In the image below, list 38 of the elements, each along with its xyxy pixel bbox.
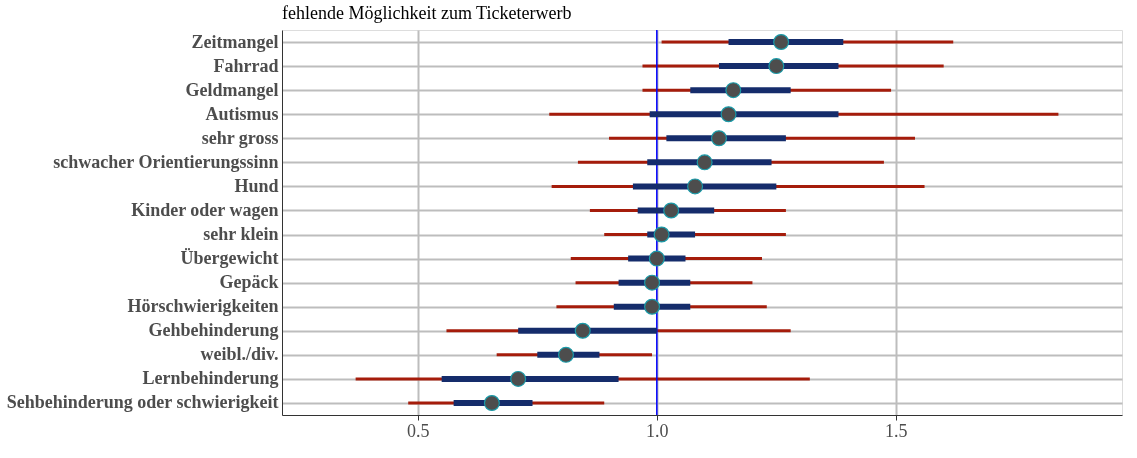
y-tick-label: Kinder oder wagen	[131, 199, 279, 220]
point	[648, 250, 665, 267]
x-tick-label: 1.0	[646, 420, 669, 441]
y-tick-label: Autismus	[205, 103, 279, 124]
y-tick-label: Hörschwierigkeiten	[127, 296, 279, 317]
point	[644, 274, 661, 291]
y-tick-label: Geldmangel	[185, 79, 279, 100]
x-tick-label: 0.5	[407, 420, 430, 441]
y-tick-label: Übergewicht	[180, 248, 279, 269]
point	[653, 226, 670, 243]
y-tick-label: Lernbehinderung	[142, 368, 279, 389]
y-tick-label: Gehbehinderung	[148, 320, 279, 341]
y-tick-label: sehr klein	[203, 224, 279, 245]
y-tick-label: Zeitmangel	[191, 31, 279, 52]
point	[696, 154, 713, 171]
y-tick-label: Hund	[234, 175, 279, 196]
point	[725, 82, 742, 99]
y-tick-label: sehr gross	[201, 127, 279, 148]
y-tick-label: Fahrrad	[213, 55, 279, 76]
point	[720, 106, 737, 123]
point	[644, 298, 661, 315]
point	[557, 346, 574, 363]
chart-title: fehlende Möglichkeit zum Ticketerwerb	[282, 3, 572, 24]
point	[773, 34, 790, 51]
point	[574, 322, 591, 339]
point	[510, 370, 527, 387]
y-tick-label: Gepäck	[219, 272, 279, 293]
x-tick-label: 1.5	[885, 420, 908, 441]
y-tick-label: Sehbehinderung oder schwierigkeit	[6, 392, 279, 413]
bar	[441, 375, 619, 382]
point	[687, 178, 704, 195]
point	[483, 394, 500, 411]
y-tick-label: weibl./div.	[200, 344, 279, 365]
y-tick-label: schwacher Orientierungssinn	[53, 151, 279, 172]
point	[663, 202, 680, 219]
point	[710, 130, 727, 147]
bar	[649, 111, 839, 118]
point	[768, 58, 785, 75]
